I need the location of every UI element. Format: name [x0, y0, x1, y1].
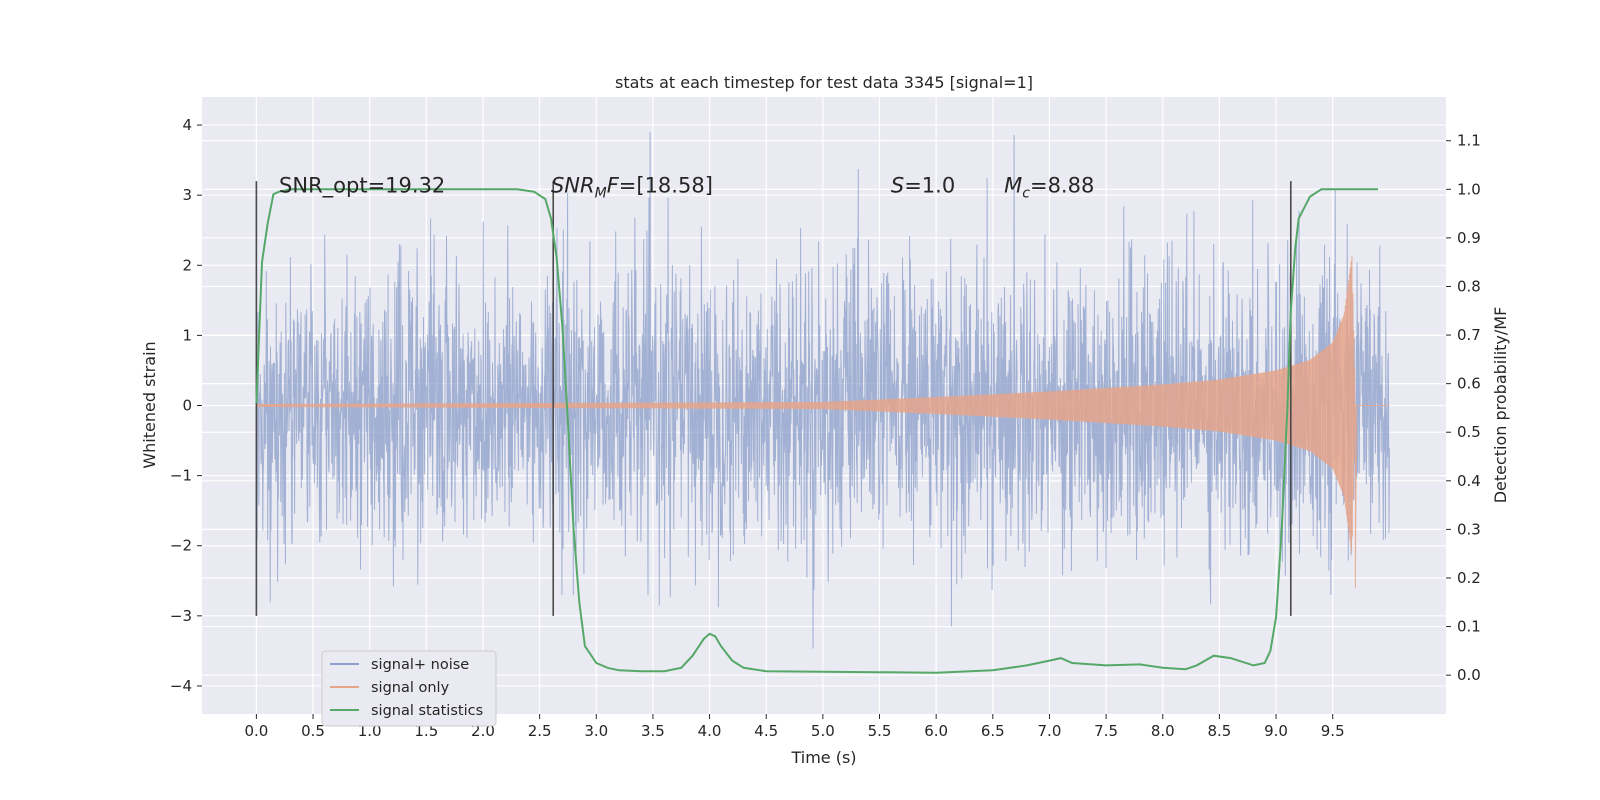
x-tick-label: 9.0 [1264, 722, 1288, 740]
y-tick-label: 4 [182, 116, 192, 134]
series-signal-only [255, 255, 1390, 588]
y-tick-label: −4 [170, 677, 192, 695]
x-tick-label: 3.0 [584, 722, 608, 740]
series-signal-statistics [255, 188, 1378, 674]
y-tick-label: 3 [182, 186, 192, 204]
y2-tick-label: 0.5 [1457, 423, 1481, 441]
x-tick-label: 0.5 [301, 722, 325, 740]
x-tick-label: 7.0 [1038, 722, 1062, 740]
x-tick-label: 5.5 [868, 722, 892, 740]
annotation-label: S=1.0 [891, 174, 955, 198]
x-tick-label: 8.0 [1151, 722, 1175, 740]
y2-tick-label: 0.0 [1457, 666, 1481, 684]
y-tick-label: −1 [170, 467, 192, 485]
y-axis-label: Whitened strain [140, 341, 159, 468]
y2-tick-label: 1.1 [1457, 132, 1481, 150]
y2-axis-label: Detection probability/MF [1491, 307, 1510, 504]
y2-tick-label: 1.0 [1457, 180, 1481, 198]
y2-tick-label: 0.9 [1457, 229, 1481, 247]
y-tick-label: 1 [182, 326, 192, 344]
x-tick-label: 5.0 [811, 722, 835, 740]
y2-tick-label: 0.2 [1457, 569, 1481, 587]
x-tick-label: 8.5 [1207, 722, 1231, 740]
y2-tick-label: 0.7 [1457, 326, 1481, 344]
x-tick-label: 6.0 [924, 722, 948, 740]
y2-tick-label: 0.4 [1457, 472, 1481, 490]
legend-box [321, 650, 497, 727]
y-axis-ticks: 4 3 2 1 0 −1 −2 −3 −4 [170, 116, 202, 695]
y-tick-label: 2 [182, 256, 192, 274]
x-tick-label: 7.5 [1094, 722, 1118, 740]
legend: signal+ noise signal only signal statist… [321, 650, 497, 727]
y2-tick-label: 0.3 [1457, 520, 1481, 538]
y2-tick-label: 0.1 [1457, 618, 1481, 636]
x-tick-label: 4.0 [698, 722, 722, 740]
annotation-label: Mc=8.88 [1004, 174, 1094, 202]
x-tick-label: 9.5 [1321, 722, 1345, 740]
legend-label-signal-only: signal only [371, 680, 450, 696]
x-axis-ticks: 0.0 0.5 1.0 1.5 2.0 2.5 3.0 3.5 4.0 4.5 5.0 5.5 6.0 6… [244, 714, 1345, 740]
legend-label-signal-statistics: signal statistics [371, 703, 483, 719]
annotation-label: SNR_opt=19.32 [279, 174, 445, 199]
chart-title: stats at each timestep for test data 334… [615, 73, 1033, 92]
y2-tick-label: 0.8 [1457, 277, 1481, 295]
x-tick-label: 6.5 [981, 722, 1005, 740]
x-tick-label: 2.5 [528, 722, 552, 740]
y-tick-label: 0 [182, 397, 192, 415]
y2-tick-label: 0.6 [1457, 375, 1481, 393]
annotation-label: SNRMF=[18.58] [551, 174, 713, 202]
x-tick-label: 3.5 [641, 722, 665, 740]
x-axis-label: Time (s) [790, 748, 856, 767]
x-tick-label: 0.0 [244, 722, 268, 740]
annotations: SNR_opt=19.32 SNRMF=[18.58] S=1.0 Mc=8.88 [279, 174, 1094, 202]
y2-axis-ticks: 1.1 1.0 0.9 0.8 0.7 0.6 0.5 0.4 0.3 0.2 0.1 0.0 [1446, 132, 1481, 684]
plot-area [255, 131, 1390, 674]
y-tick-label: −3 [170, 607, 192, 625]
legend-label-signal-noise: signal+ noise [371, 657, 469, 673]
y-tick-label: −2 [170, 537, 192, 555]
x-tick-label: 4.5 [754, 722, 778, 740]
